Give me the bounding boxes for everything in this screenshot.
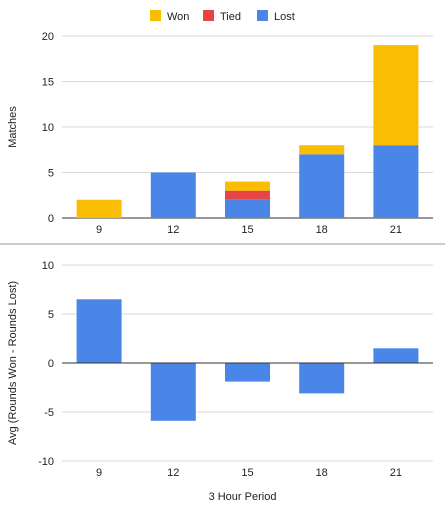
bottom-chart-x-tick-label: 21 bbox=[390, 467, 402, 479]
bottom-chart-x-axis-label: 3 Hour Period bbox=[209, 491, 277, 503]
bar-avg-9 bbox=[76, 299, 122, 363]
bar-lost-15 bbox=[225, 199, 270, 218]
legend-label-lost: Lost bbox=[274, 11, 295, 23]
bottom-chart-x-tick-label: 18 bbox=[316, 467, 328, 479]
top-chart-x-tick-label: 18 bbox=[316, 224, 328, 236]
bottom-chart-x-ticks: 9 12 15 18 21 bbox=[96, 467, 402, 479]
bar-tied-15 bbox=[225, 190, 270, 200]
top-chart-x-tick-label: 15 bbox=[241, 224, 253, 236]
top-chart-matches: 0 5 10 15 20 9 12 15 18 21 Matches bbox=[7, 31, 433, 236]
top-chart-x-tick-label: 9 bbox=[96, 224, 102, 236]
bar-won-9 bbox=[76, 199, 122, 218]
bottom-chart-y-tick-label: -5 bbox=[44, 407, 54, 419]
bottom-chart-avg-rounds: -10 -5 0 5 10 9 12 15 18 21 Avg (Rounds Won - Ro… bbox=[7, 260, 433, 503]
bottom-chart-y-ticks: -10 -5 0 5 10 bbox=[38, 260, 54, 468]
bottom-chart-bars bbox=[62, 299, 433, 421]
top-chart-x-tick-label: 21 bbox=[390, 224, 402, 236]
bottom-chart-y-axis-label: Avg (Rounds Won - Rounds Lost) bbox=[7, 281, 19, 445]
legend: Won Tied Lost bbox=[150, 10, 295, 23]
bottom-chart-y-tick-label: -10 bbox=[38, 456, 54, 468]
legend-swatch-lost bbox=[257, 10, 268, 21]
top-chart-x-tick-label: 12 bbox=[167, 224, 179, 236]
bottom-chart-x-tick-label: 15 bbox=[241, 467, 253, 479]
bottom-chart-x-tick-label: 12 bbox=[167, 467, 179, 479]
legend-label-won: Won bbox=[167, 11, 189, 23]
top-chart-y-tick-label: 10 bbox=[42, 122, 54, 134]
bar-lost-21 bbox=[373, 145, 419, 218]
bottom-chart-y-tick-label: 0 bbox=[48, 358, 54, 370]
top-chart-y-tick-label: 0 bbox=[48, 213, 54, 225]
top-chart-y-ticks: 0 5 10 15 20 bbox=[42, 31, 54, 225]
bar-won-15 bbox=[225, 181, 270, 191]
bar-won-21 bbox=[373, 45, 419, 146]
bar-avg-21 bbox=[373, 348, 419, 363]
bottom-chart-x-tick-label: 9 bbox=[96, 467, 102, 479]
top-chart-y-tick-label: 15 bbox=[42, 77, 54, 89]
bar-avg-12 bbox=[150, 363, 196, 421]
top-chart-y-axis-label: Matches bbox=[7, 106, 19, 148]
bar-avg-15 bbox=[225, 363, 270, 382]
bar-avg-18 bbox=[299, 363, 345, 394]
bottom-chart-y-tick-label: 5 bbox=[48, 309, 54, 321]
top-chart-y-tick-label: 5 bbox=[48, 168, 54, 180]
top-chart-gridlines bbox=[62, 35, 433, 219]
legend-swatch-tied bbox=[203, 10, 214, 21]
legend-swatch-won bbox=[150, 10, 161, 21]
bar-lost-12 bbox=[150, 172, 196, 218]
bottom-chart-y-tick-label: 10 bbox=[42, 260, 54, 272]
top-chart-y-tick-label: 20 bbox=[42, 31, 54, 43]
top-chart-x-ticks: 9 12 15 18 21 bbox=[96, 224, 402, 236]
legend-label-tied: Tied bbox=[220, 11, 241, 23]
bar-won-18 bbox=[299, 145, 345, 155]
top-chart-bars bbox=[76, 45, 419, 218]
bar-lost-18 bbox=[299, 154, 345, 218]
